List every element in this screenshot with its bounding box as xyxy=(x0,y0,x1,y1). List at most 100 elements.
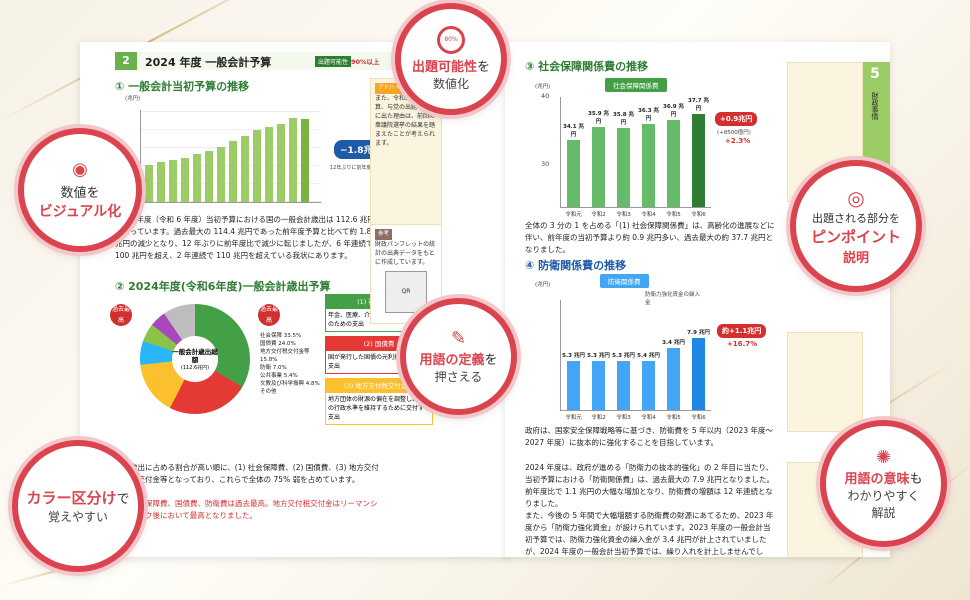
sec3-y-mid: 30 xyxy=(541,160,550,168)
document-pen-icon: ✎ xyxy=(450,328,467,349)
section-title: 2024 年度 一般会計予算 xyxy=(145,56,272,69)
circle-label: 用語の意味 xyxy=(844,471,910,487)
sec1-chart xyxy=(140,110,321,203)
percent-ring-icon: 80% xyxy=(437,26,465,54)
circle-label: ピンポイント xyxy=(810,228,901,246)
chart-bar xyxy=(241,135,249,202)
data-label: 5.3 兆円 xyxy=(562,353,585,360)
chart-bar xyxy=(145,165,153,202)
data-label: 7.9 兆円 xyxy=(687,329,710,336)
badge-record-right: 過去最高 xyxy=(258,304,280,326)
ref-text: 財政パンフレットの統計の出典データをもとに作成しています。 xyxy=(375,241,436,266)
circle-label: 押さえる xyxy=(434,370,483,384)
x-tick-label: 令和4 xyxy=(641,415,656,421)
chart-bar xyxy=(616,361,631,410)
x-tick-label: 令和5 xyxy=(666,212,681,218)
frequency-value: 90%以上 xyxy=(351,58,380,66)
bullet-1: 政府は、国家安全保障戦略等に基づき、防衛費を 5 年以内（2023 年度〜202… xyxy=(525,426,773,447)
chart-bar xyxy=(591,127,606,207)
sec1-callout-sub: 12年ぶりに前年度比で減少 xyxy=(330,165,392,171)
advice-box: アドバイス また、令和5年度の予算、与党の出題、試験に出た理由は、前回の衆議院選… xyxy=(370,78,442,228)
pie-label: 公共事業 5.4% xyxy=(260,373,298,379)
chart-bar xyxy=(193,154,201,202)
chart-bar xyxy=(229,141,237,202)
x-tick-label: 令和5 xyxy=(666,415,681,421)
sec1-body: 2024 年度（令和 6 年度）当初予算における国の一般会計歳出は 112.6 … xyxy=(115,215,375,260)
sec3-chart: 34.1 兆円 令和元 35.9 兆円 令和2 35.8 兆円 令和3 36.3 兆円 令和4… xyxy=(560,97,711,218)
section-number: 2 xyxy=(115,52,137,70)
section-header: 2 2024 年度 一般会計予算 出題可能性 90%以上 xyxy=(115,52,435,70)
x-tick-label: 令和元 xyxy=(565,415,582,421)
sec1-unit: (兆円) xyxy=(125,96,141,102)
data-label: 34.1 兆円 xyxy=(563,124,584,139)
circle-label: わかりやすく xyxy=(847,488,920,503)
chart-bar xyxy=(666,347,681,410)
x-tick-label: 令和6 xyxy=(691,212,706,218)
footer-text-2: 社会保障費、国債費、防衛費は過去最高。地方交付税交付金はリーマンショック後におい… xyxy=(130,499,378,520)
ref-box: 参考 財政パンフレットの統計の出典データをもとに作成しています。 QR xyxy=(370,224,442,324)
frequency-label: 出題可能性 xyxy=(315,56,352,67)
x-tick-label: 令和元 xyxy=(565,212,582,218)
feature-circle-visual: ◉ 数値を ビジュアル化 xyxy=(18,128,142,252)
target-icon: ◎ xyxy=(847,186,865,210)
sec3-body: 全体の 3 分の 1 を占める「(1) 社会保障関係費」は、高齢化の進展などに伴… xyxy=(525,221,775,254)
sec4-unit: (兆円) xyxy=(535,282,551,288)
pie-label: その他 xyxy=(260,389,277,395)
data-label: 36.3 兆円 xyxy=(638,108,659,123)
chart-bar xyxy=(666,119,681,207)
chart-bar xyxy=(641,360,656,410)
sec1-title: ① 一般会計当初予算の推移 xyxy=(115,80,250,93)
data-label: 36.9 兆円 xyxy=(663,103,684,118)
right-side-note-2 xyxy=(787,332,863,432)
feature-circle-probability: 80% 出題可能性を 数値化 xyxy=(395,3,507,115)
chart-bar xyxy=(265,126,273,202)
bullet-3: また、今後の 5 年間で大幅増額する防衛費の財源にあてるため、2023 年度から… xyxy=(525,511,774,556)
circle-label: を xyxy=(477,60,491,75)
sec3-y-top: 40 xyxy=(541,92,550,100)
chart-bar xyxy=(566,361,581,410)
pie-label: 社会保障 33.5% xyxy=(260,333,302,339)
chart-bar xyxy=(641,124,656,207)
chart-bar xyxy=(205,151,213,202)
chart-bar xyxy=(591,361,606,410)
chart-bar xyxy=(157,161,165,202)
circle-label: 覚えやすい xyxy=(47,510,108,524)
pie-chart: 一般会計歳出総額 (112.6兆円) xyxy=(140,304,250,414)
pie-center-label: 一般会計歳出総額 xyxy=(172,347,218,364)
bullet-2: 2024 年度は、政府が進める「防衛力の抜本的強化」の 2 年目に当たり、当初予… xyxy=(525,463,774,508)
sec3-callout-pct: +2.3% xyxy=(725,137,751,145)
chart-bar xyxy=(217,146,225,202)
chapter-number: 5 xyxy=(870,66,880,82)
feature-circle-color: カラー区分けで 覚えやすい xyxy=(12,440,144,572)
feature-circle-pinpoint: ◎ 出題される部分を ピンポイント 説明 xyxy=(790,160,922,292)
data-label: 3.4 兆円 xyxy=(662,339,685,346)
sec4-chip: 防衛関係費 xyxy=(600,274,649,288)
pie-label: 文教及び科学振興 4.8% xyxy=(260,381,320,387)
pie-center-sub: (112.6兆円) xyxy=(180,364,210,371)
sec4-title: ④ 防衛関係費の推移 xyxy=(525,259,627,272)
sec4-sub: 防衛力強化資金の繰入金 xyxy=(645,292,701,306)
circle-label: 出題される部分を xyxy=(812,212,900,225)
circle-label: を xyxy=(484,353,498,368)
ref-tag: 参考 xyxy=(375,229,393,240)
qr-code: QR xyxy=(385,271,427,313)
chart-bar xyxy=(691,337,706,410)
sec3-title: ③ 社会保障関係費の推移 xyxy=(525,60,649,73)
sec4-callout-pct: +16.7% xyxy=(727,340,758,348)
sec4-callout: 約+1.1兆円 xyxy=(717,324,767,338)
sec3-callout: +0.9兆円 xyxy=(715,112,758,126)
footer-text: 歳出に占める割合が高い順に、(1) 社会保障費、(2) 国債費、(3) 地方交付… xyxy=(130,463,379,484)
pie-center: 一般会計歳出総額 (112.6兆円) xyxy=(172,336,218,382)
badge-record-left: 過去最高 xyxy=(110,304,132,326)
data-label: 5.3 兆円 xyxy=(587,353,610,360)
data-label: 5.4 兆円 xyxy=(637,352,660,359)
data-label: 37.7 兆円 xyxy=(688,97,709,112)
circle-label: 用語の定義 xyxy=(419,353,485,368)
advice-tag: アドバイス xyxy=(375,83,409,94)
data-label: 35.8 兆円 xyxy=(613,111,634,126)
chart-bar xyxy=(691,113,706,207)
pie-legend: 社会保障 33.5% 国債費 24.0% 地方交付税交付金等 15.8% 防衛 … xyxy=(260,332,320,396)
pie-label: 地方交付税交付金等 15.8% xyxy=(260,349,310,363)
data-label: 35.9 兆円 xyxy=(588,111,609,126)
chart-bar xyxy=(169,159,177,202)
